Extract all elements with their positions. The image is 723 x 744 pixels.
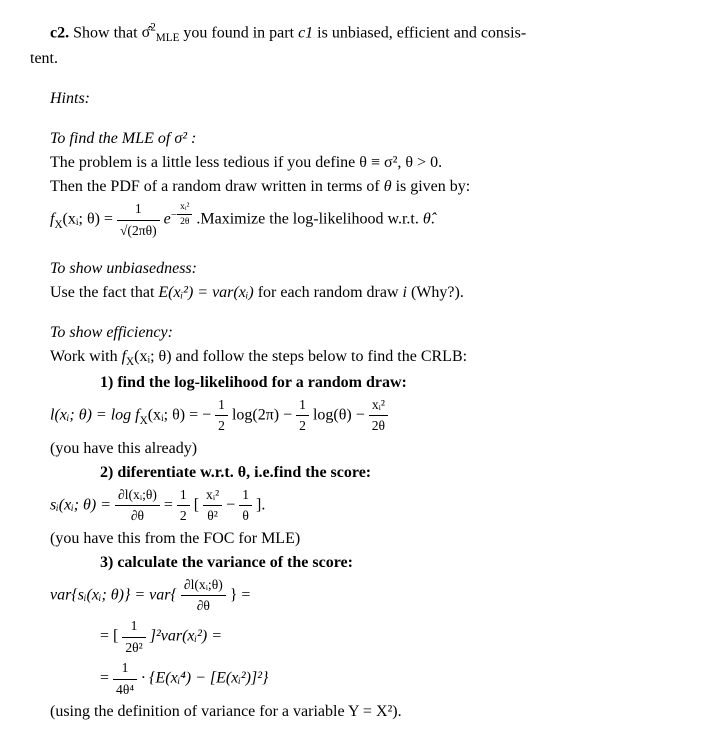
score-eq: sᵢ(xᵢ; θ) = ∂l(xᵢ;θ)∂θ = 12 [ xᵢ²θ² − 1θ… — [50, 485, 693, 527]
var-def-note: (using the definition of variance for a … — [50, 700, 693, 724]
pdf-exponent: −xᵢ²2θ — [171, 209, 193, 221]
var-line1: var{sᵢ(xᵢ; θ)} = var{ ∂l(xᵢ;θ)∂θ } = — [50, 575, 693, 617]
mle-heading: To find the MLE of σ² : — [50, 127, 693, 151]
eff-heading: To show efficiency: — [50, 321, 693, 345]
mle-line2: Then the PDF of a random draw written in… — [50, 175, 693, 199]
step2-label: 2) diferentiate w.r.t. θ, i.e.find the s… — [100, 461, 693, 485]
step3-label: 3) calculate the variance of the score: — [100, 551, 693, 575]
var-line2: = [ 12θ² ]²var(xᵢ²) = — [100, 616, 693, 658]
eff-intro: Work with fX(xᵢ; θ) and follow the steps… — [50, 345, 693, 371]
score-note: (you have this from the FOC for MLE) — [50, 527, 693, 551]
c2-tent: tent. — [30, 50, 58, 67]
c2-label: c2. — [50, 24, 69, 41]
sigma-hat-mle: σ̂2MLE — [142, 24, 180, 41]
unbiased-line: Use the fact that E(xᵢ²) = var(xᵢ) for e… — [50, 281, 693, 305]
unbiased-section: To show unbiasedness: Use the fact that … — [50, 257, 693, 305]
unbiased-heading: To show unbiasedness: — [50, 257, 693, 281]
mle-line1: The problem is a little less tedious if … — [50, 151, 693, 175]
c2-text-before: Show that — [69, 24, 141, 41]
c2-after-2: is unbiased, efficient and consis- — [313, 24, 526, 41]
problem-c2: c2. Show that σ̂2MLE you found in part c… — [30, 20, 693, 71]
loglik-note: (you have this already) — [50, 437, 693, 461]
c2-part-ref: c1 — [298, 24, 313, 41]
hints-heading: Hints: — [50, 87, 693, 111]
c2-after-1: you found in part — [179, 24, 298, 41]
pdf-coef-frac: 1 √(2πθ) — [117, 199, 160, 241]
loglik-eq: l(xᵢ; θ) = log fX(xᵢ; θ) = − 12 log(2π) … — [50, 395, 693, 437]
mle-pdf: fX(xᵢ; θ) = 1 √(2πθ) e−xᵢ²2θ .Maximize t… — [50, 199, 693, 241]
var-line3: = 14θ⁴ · {E(xᵢ⁴) − [E(xᵢ²)]²} — [100, 658, 693, 700]
mle-section: To find the MLE of σ² : The problem is a… — [50, 127, 693, 241]
step1-label: 1) find the log-likelihood for a random … — [100, 371, 693, 395]
efficiency-section: To show efficiency: Work with fX(xᵢ; θ) … — [50, 321, 693, 724]
